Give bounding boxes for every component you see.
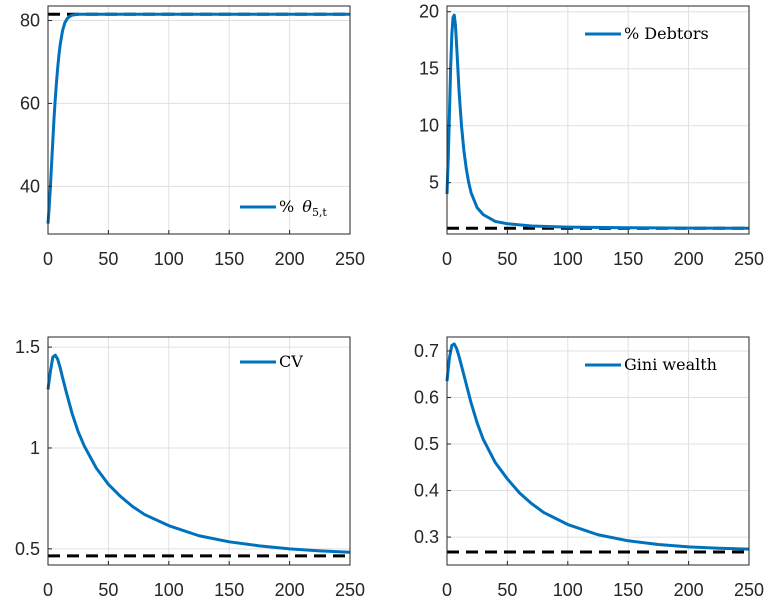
x-tick-label: 150 xyxy=(613,580,643,600)
legend-label: CV xyxy=(279,352,303,371)
legend-label: Gini wealth xyxy=(624,355,717,374)
x-tick-label: 100 xyxy=(553,249,583,269)
y-tick-label: 1 xyxy=(30,438,40,458)
y-tick-label: 1.5 xyxy=(15,337,40,357)
x-tick-label: 250 xyxy=(734,580,764,600)
plot-frame xyxy=(446,336,750,566)
x-tick-label: 0 xyxy=(43,249,53,269)
legend-label: % θ5,t xyxy=(279,197,327,219)
series-line xyxy=(445,342,750,551)
x-tick-label: 50 xyxy=(497,580,517,600)
x-tick-label: 0 xyxy=(43,580,53,600)
y-tick-label: 40 xyxy=(20,176,40,196)
y-tick-label: 0.5 xyxy=(414,434,439,454)
x-tick-label: 50 xyxy=(497,249,517,269)
x-tick-label: 200 xyxy=(674,580,704,600)
x-tick-label: 0 xyxy=(442,249,452,269)
plot-frame xyxy=(47,5,351,235)
x-tick-label: 250 xyxy=(335,580,365,600)
x-tick-label: 0 xyxy=(442,580,452,600)
legend: CV xyxy=(240,352,303,371)
y-tick-label: 0.6 xyxy=(414,387,439,407)
x-tick-label: 100 xyxy=(154,580,184,600)
x-tick-label: 50 xyxy=(98,580,118,600)
chart-panel-2: 0 50 100 150 200 250 5 10 15 20 % Debtors xyxy=(419,2,764,269)
y-tick-label: 80 xyxy=(20,11,40,31)
y-tick-label: 0.4 xyxy=(414,481,439,501)
x-tick-label: 250 xyxy=(335,249,365,269)
x-tick-label: 150 xyxy=(214,249,244,269)
x-tick-label: 100 xyxy=(553,580,583,600)
chart-panel-4: 0 50 100 150 200 250 0.3 0.4 0.5 0.6 0.7 Gini wealt… xyxy=(414,336,764,600)
legend: Gini wealth xyxy=(585,355,717,374)
legend: % Debtors xyxy=(585,24,709,43)
x-tick-label: 100 xyxy=(154,249,184,269)
series-line xyxy=(46,353,351,554)
chart-panel-1: 0 50 100 150 200 250 40 60 80 % θ5,t xyxy=(20,5,365,269)
y-tick-label: 0.3 xyxy=(414,527,439,547)
y-tick-label: 0.5 xyxy=(15,539,40,559)
series-line xyxy=(445,13,750,230)
y-tick-label: 60 xyxy=(20,93,40,113)
x-tick-label: 150 xyxy=(613,249,643,269)
y-tick-label: 5 xyxy=(429,173,439,193)
y-tick-label: 15 xyxy=(419,59,439,79)
chart-panel-3: 0 50 100 150 200 250 0.5 1 1.5 CV xyxy=(15,336,365,600)
y-tick-label: 0.7 xyxy=(414,341,439,361)
legend: % θ5,t xyxy=(240,197,327,219)
series-line xyxy=(46,12,350,224)
x-tick-label: 150 xyxy=(214,580,244,600)
plot-frame xyxy=(47,336,351,566)
plot-frame xyxy=(446,5,750,235)
x-tick-label: 200 xyxy=(674,249,704,269)
x-tick-label: 250 xyxy=(734,249,764,269)
y-tick-label: 10 xyxy=(419,116,439,136)
x-tick-label: 50 xyxy=(98,249,118,269)
x-tick-label: 200 xyxy=(275,580,305,600)
y-tick-label: 20 xyxy=(419,2,439,22)
legend-label: % Debtors xyxy=(624,24,709,43)
x-tick-label: 200 xyxy=(275,249,305,269)
